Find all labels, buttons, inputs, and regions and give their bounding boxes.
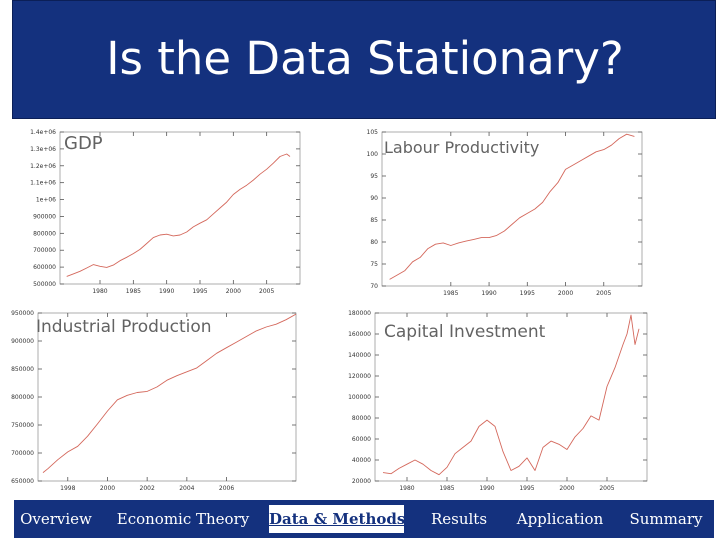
- industrial-production-x-tick-label: 2006: [219, 485, 234, 492]
- gdp-y-tick-label: 900000: [33, 213, 56, 220]
- labour-productivity-x-tick-label: 1995: [520, 290, 535, 297]
- gdp-x-tick-label: 1980: [92, 288, 107, 295]
- nav-economic-theory[interactable]: Economic Theory: [116, 510, 250, 528]
- capital-investment-series-line: [382, 314, 640, 476]
- capital-investment-x-tick-label: 1985: [439, 485, 454, 492]
- title-bar: Is the Data Stationary?: [12, 0, 716, 119]
- labour-productivity-x-tick-label: 2000: [558, 290, 573, 297]
- gdp-x-tick-label: 1990: [159, 288, 174, 295]
- industrial-production-plot-frame: [37, 312, 297, 482]
- gdp-chart-title: GDP: [64, 133, 103, 154]
- labour-productivity-y-tick-label: 85: [370, 217, 378, 224]
- gdp-y-tick-label: 1.2e+06: [30, 163, 56, 170]
- industrial-production-y-tick-label: 900000: [11, 338, 34, 345]
- capital-investment-x-tick-label: 2000: [559, 485, 574, 492]
- capital-investment-chart: 20000 40000 60000 80000 100000 120000 140000 16…: [348, 310, 648, 492]
- labour-productivity-y-tick-label: 100: [367, 151, 379, 158]
- gdp-y-tick-label: 600000: [33, 264, 56, 271]
- gdp-chart: 500000 600000 700000 800000 900000 1e+06 1.1e+…: [30, 129, 301, 295]
- capital-investment-x-tick-label: 2005: [599, 485, 614, 492]
- industrial-production-y-tick-label: 650000: [11, 478, 34, 485]
- gdp-y-tick-label: 1.1e+06: [30, 180, 56, 187]
- nav-results[interactable]: Results: [430, 510, 488, 528]
- capital-investment-x-tick-label: 1980: [399, 485, 414, 492]
- industrial-production-chart-title: Industrial Production: [36, 317, 212, 337]
- gdp-plot-frame: [59, 131, 301, 285]
- industrial-production-y-tick-label: 850000: [11, 366, 34, 373]
- industrial-production-y-tick-label: 950000: [11, 310, 34, 317]
- capital-investment-y-tick-label: 80000: [352, 415, 371, 422]
- capital-investment-y-tick-label: 100000: [348, 394, 371, 401]
- labour-productivity-plot-frame: [381, 131, 643, 287]
- capital-investment-x-tick-label: 1995: [519, 485, 534, 492]
- labour-productivity-series-line: [389, 133, 635, 280]
- gdp-x-tick-label: 1995: [192, 288, 207, 295]
- labour-productivity-y-tick-label: 105: [367, 129, 379, 136]
- capital-investment-x-tick-label: 1990: [479, 485, 494, 492]
- capital-investment-y-tick-label: 180000: [348, 310, 371, 317]
- labour-productivity-y-tick-label: 80: [370, 239, 378, 246]
- capital-investment-y-tick-label: 40000: [352, 457, 371, 464]
- capital-investment-chart-title: Capital Investment: [384, 322, 546, 342]
- labour-productivity-x-tick-label: 1990: [481, 290, 496, 297]
- capital-investment-y-tick-label: 60000: [352, 436, 371, 443]
- gdp-x-tick-label: 2000: [226, 288, 241, 295]
- industrial-production-x-tick-label: 1998: [60, 485, 75, 492]
- gdp-y-tick-label: 700000: [33, 247, 56, 254]
- gdp-series-line: [66, 153, 291, 277]
- labour-productivity-y-tick-label: 75: [370, 261, 378, 268]
- industrial-production-y-tick-label: 800000: [11, 394, 34, 401]
- labour-productivity-chart-title: Labour Productivity: [384, 138, 540, 157]
- nav-data-and-methods[interactable]: Data & Methods: [269, 505, 405, 533]
- gdp-y-tick-label: 500000: [33, 281, 56, 288]
- gdp-y-tick-label: 800000: [33, 230, 56, 237]
- labour-productivity-y-tick-label: 90: [370, 195, 378, 202]
- industrial-production-chart: 650000 700000 750000 800000 850000 900000 9500…: [11, 310, 297, 492]
- industrial-production-y-tick-label: 750000: [11, 422, 34, 429]
- industrial-production-x-tick-label: 2002: [140, 485, 155, 492]
- labour-productivity-y-tick-label: 95: [370, 173, 378, 180]
- industrial-production-x-tick-label: 2004: [179, 485, 194, 492]
- nav-application[interactable]: Application: [516, 510, 604, 528]
- labour-productivity-y-tick-label: 70: [370, 283, 378, 290]
- capital-investment-y-tick-label: 140000: [348, 352, 371, 359]
- slide-title: Is the Data Stationary?: [106, 32, 624, 85]
- industrial-production-x-tick-label: 2000: [100, 485, 115, 492]
- capital-investment-y-tick-label: 120000: [348, 373, 371, 380]
- gdp-x-tick-label: 1985: [126, 288, 141, 295]
- gdp-y-tick-label: 1.4e+06: [30, 129, 56, 136]
- nav-overview[interactable]: Overview: [20, 510, 92, 528]
- gdp-y-tick-label: 1e+06: [36, 197, 56, 204]
- capital-investment-y-tick-label: 160000: [348, 331, 371, 338]
- industrial-production-series-line: [42, 313, 297, 473]
- nav-summary[interactable]: Summary: [629, 510, 703, 528]
- bottom-navigation: Overview Economic Theory Data & Methods …: [14, 500, 714, 538]
- labour-productivity-x-tick-label: 1985: [443, 290, 458, 297]
- labour-productivity-chart: 70 75 80 85 90 95 100 105 1985 1990 1995 2000 2005: [367, 129, 643, 297]
- labour-productivity-x-tick-label: 2005: [596, 290, 611, 297]
- capital-investment-y-tick-label: 20000: [352, 478, 371, 485]
- industrial-production-y-tick-label: 700000: [11, 450, 34, 457]
- gdp-y-tick-label: 1.3e+06: [30, 146, 56, 153]
- gdp-x-tick-label: 2005: [259, 288, 274, 295]
